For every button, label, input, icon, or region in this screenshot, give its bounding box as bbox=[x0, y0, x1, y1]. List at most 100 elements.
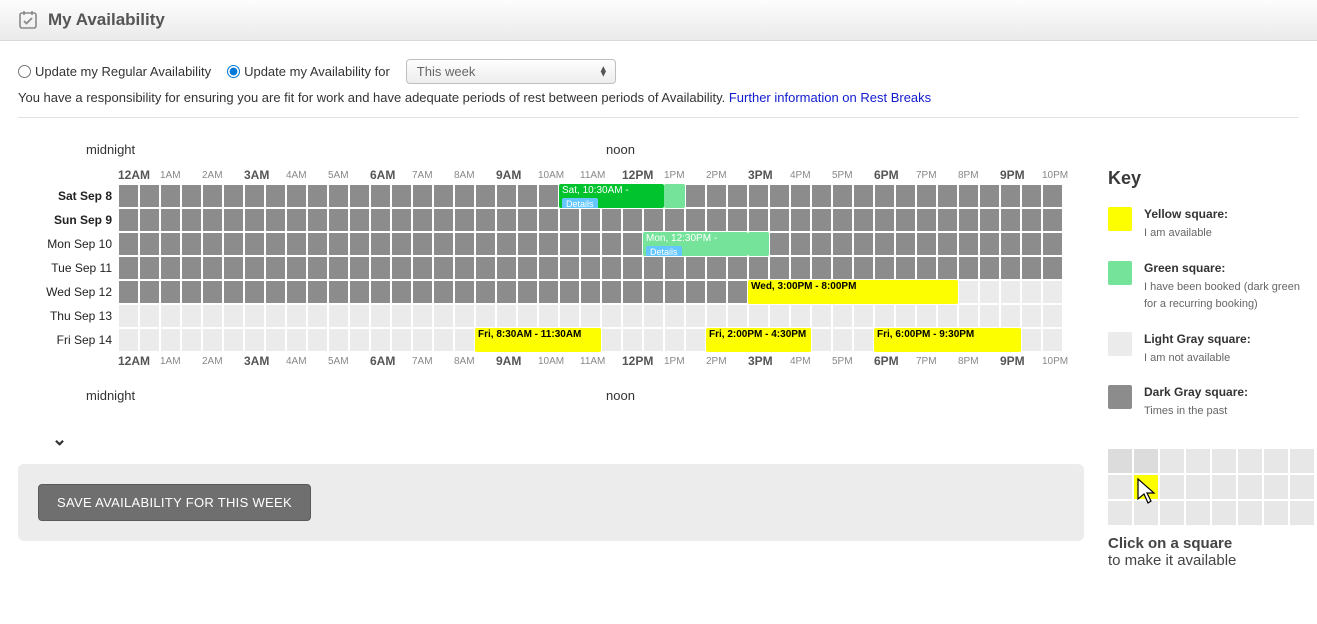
half-hour-cell[interactable] bbox=[244, 280, 265, 304]
half-hour-cell[interactable] bbox=[118, 304, 139, 328]
half-hour-cell[interactable] bbox=[118, 280, 139, 304]
half-hour-cell[interactable] bbox=[874, 208, 895, 232]
half-hour-cell[interactable] bbox=[748, 256, 769, 280]
half-hour-cell[interactable] bbox=[1021, 184, 1042, 208]
half-hour-cell[interactable] bbox=[286, 304, 307, 328]
half-hour-cell[interactable] bbox=[307, 256, 328, 280]
half-hour-cell[interactable] bbox=[790, 184, 811, 208]
half-hour-cell[interactable] bbox=[244, 208, 265, 232]
half-hour-cell[interactable] bbox=[895, 184, 916, 208]
half-hour-cell[interactable] bbox=[643, 256, 664, 280]
half-hour-cell[interactable] bbox=[160, 208, 181, 232]
half-hour-cell[interactable] bbox=[937, 256, 958, 280]
half-hour-cell[interactable] bbox=[265, 256, 286, 280]
half-hour-cell[interactable] bbox=[181, 256, 202, 280]
half-hour-cell[interactable] bbox=[706, 280, 727, 304]
half-hour-cell[interactable] bbox=[769, 184, 790, 208]
half-hour-cell[interactable] bbox=[496, 280, 517, 304]
half-hour-cell[interactable] bbox=[139, 304, 160, 328]
half-hour-cell[interactable] bbox=[454, 232, 475, 256]
half-hour-cell[interactable] bbox=[1042, 256, 1063, 280]
half-hour-cell[interactable] bbox=[265, 328, 286, 352]
half-hour-cell[interactable] bbox=[391, 256, 412, 280]
half-hour-cell[interactable] bbox=[706, 184, 727, 208]
booking-tail[interactable] bbox=[664, 184, 685, 208]
half-hour-cell[interactable] bbox=[370, 304, 391, 328]
half-hour-cell[interactable] bbox=[622, 328, 643, 352]
half-hour-cell[interactable] bbox=[811, 256, 832, 280]
half-hour-cell[interactable] bbox=[790, 232, 811, 256]
half-hour-cell[interactable] bbox=[748, 208, 769, 232]
half-hour-cell[interactable] bbox=[370, 208, 391, 232]
half-hour-cell[interactable] bbox=[937, 232, 958, 256]
half-hour-cell[interactable] bbox=[202, 256, 223, 280]
half-hour-cell[interactable] bbox=[118, 232, 139, 256]
half-hour-cell[interactable] bbox=[181, 208, 202, 232]
half-hour-cell[interactable] bbox=[685, 208, 706, 232]
half-hour-cell[interactable] bbox=[832, 208, 853, 232]
half-hour-cell[interactable] bbox=[286, 232, 307, 256]
half-hour-cell[interactable] bbox=[475, 304, 496, 328]
half-hour-cell[interactable] bbox=[916, 184, 937, 208]
half-hour-cell[interactable] bbox=[223, 232, 244, 256]
half-hour-cell[interactable] bbox=[307, 280, 328, 304]
half-hour-cell[interactable] bbox=[475, 232, 496, 256]
half-hour-cell[interactable] bbox=[370, 328, 391, 352]
half-hour-cell[interactable] bbox=[559, 208, 580, 232]
half-hour-cell[interactable] bbox=[307, 232, 328, 256]
half-hour-cell[interactable] bbox=[1021, 208, 1042, 232]
half-hour-cell[interactable] bbox=[181, 232, 202, 256]
half-hour-cell[interactable] bbox=[538, 280, 559, 304]
half-hour-cell[interactable] bbox=[433, 208, 454, 232]
half-hour-cell[interactable] bbox=[181, 184, 202, 208]
half-hour-cell[interactable] bbox=[307, 328, 328, 352]
half-hour-cell[interactable] bbox=[559, 280, 580, 304]
booking-block[interactable]: Mon, 12:30PM -Details bbox=[643, 232, 748, 256]
half-hour-cell[interactable] bbox=[454, 256, 475, 280]
half-hour-cell[interactable] bbox=[412, 232, 433, 256]
half-hour-cell[interactable] bbox=[160, 184, 181, 208]
half-hour-cell[interactable] bbox=[517, 280, 538, 304]
half-hour-cell[interactable] bbox=[538, 304, 559, 328]
half-hour-cell[interactable] bbox=[748, 184, 769, 208]
half-hour-cell[interactable] bbox=[496, 208, 517, 232]
half-hour-cell[interactable] bbox=[706, 304, 727, 328]
half-hour-cell[interactable] bbox=[433, 256, 454, 280]
half-hour-cell[interactable] bbox=[916, 232, 937, 256]
half-hour-cell[interactable] bbox=[160, 280, 181, 304]
half-hour-cell[interactable] bbox=[1042, 232, 1063, 256]
regular-availability-radio[interactable] bbox=[18, 65, 31, 78]
half-hour-cell[interactable] bbox=[286, 184, 307, 208]
half-hour-cell[interactable] bbox=[832, 328, 853, 352]
half-hour-cell[interactable] bbox=[811, 184, 832, 208]
half-hour-cell[interactable] bbox=[538, 256, 559, 280]
half-hour-cell[interactable] bbox=[286, 256, 307, 280]
half-hour-cell[interactable] bbox=[349, 184, 370, 208]
half-hour-cell[interactable] bbox=[496, 232, 517, 256]
half-hour-cell[interactable] bbox=[790, 256, 811, 280]
half-hour-cell[interactable] bbox=[412, 208, 433, 232]
half-hour-cell[interactable] bbox=[517, 256, 538, 280]
half-hour-cell[interactable] bbox=[664, 328, 685, 352]
half-hour-cell[interactable] bbox=[370, 184, 391, 208]
half-hour-cell[interactable] bbox=[832, 232, 853, 256]
half-hour-cell[interactable] bbox=[559, 232, 580, 256]
half-hour-cell[interactable] bbox=[979, 256, 1000, 280]
half-hour-cell[interactable] bbox=[349, 208, 370, 232]
week-select[interactable]: This week bbox=[406, 59, 616, 84]
half-hour-cell[interactable] bbox=[622, 256, 643, 280]
half-hour-cell[interactable] bbox=[328, 232, 349, 256]
half-hour-cell[interactable] bbox=[979, 304, 1000, 328]
half-hour-cell[interactable] bbox=[811, 328, 832, 352]
half-hour-cell[interactable] bbox=[370, 280, 391, 304]
half-hour-cell[interactable] bbox=[958, 232, 979, 256]
details-tag[interactable]: Details bbox=[646, 246, 682, 256]
half-hour-cell[interactable] bbox=[727, 304, 748, 328]
half-hour-cell[interactable] bbox=[202, 280, 223, 304]
half-hour-cell[interactable] bbox=[433, 280, 454, 304]
half-hour-cell[interactable] bbox=[244, 256, 265, 280]
half-hour-cell[interactable] bbox=[1000, 280, 1021, 304]
half-hour-cell[interactable] bbox=[1042, 328, 1063, 352]
half-hour-cell[interactable] bbox=[286, 280, 307, 304]
half-hour-cell[interactable] bbox=[1042, 304, 1063, 328]
